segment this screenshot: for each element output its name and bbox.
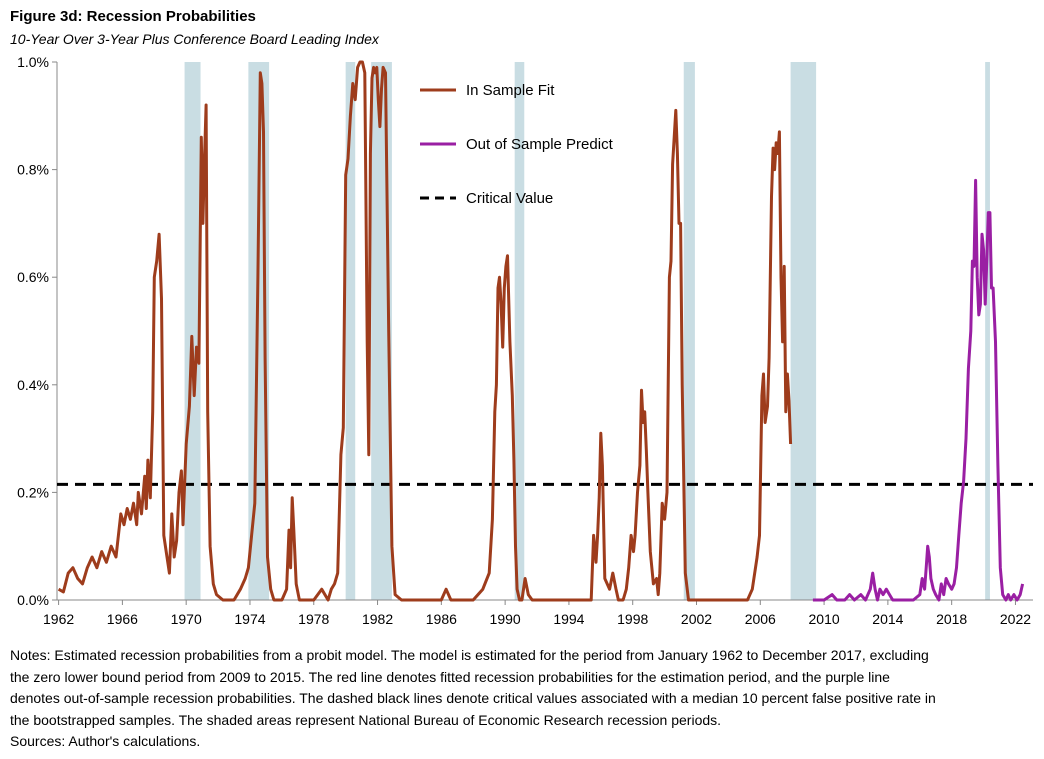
x-tick-label: 2006 [745,611,776,627]
recession-band [790,62,817,600]
x-tick-label: 2022 [1000,611,1031,627]
series-layer [57,60,1025,602]
recession-band [514,62,525,600]
x-tick-label: 1994 [553,611,584,627]
chart-title: Figure 3d: Recession Probabilities [10,8,256,25]
x-tick-label: 1970 [171,611,202,627]
x-tick-label: 1966 [107,611,138,627]
sources-line: Sources: Author's calculations. [10,733,201,749]
y-tick-label: 0.8% [17,162,49,178]
notes-line: Notes: Estimated recession probabilities… [10,647,929,663]
recession-band [184,62,201,600]
recession-shading-layer [184,62,990,600]
notes-line: the zero lower bound period from 2009 to… [10,668,890,685]
y-tick-label: 0.2% [17,484,49,500]
legend-label-critical-value: Critical Value [466,190,553,207]
recession-band [345,62,356,600]
x-tick-label: 1962 [43,611,74,627]
x-tick-label: 1974 [234,611,265,627]
x-tick-label: 1990 [490,611,521,627]
x-tick-label: 2018 [936,611,967,627]
notes-line: denotes out-of-sample recession probabil… [10,690,936,706]
y-tick-label: 0.6% [17,269,49,285]
x-tick-label: 2014 [872,611,903,627]
y-tick-label: 1.0% [17,54,49,70]
x-tick-label: 1982 [362,611,393,627]
legend: In Sample Fit Out of Sample Predict Crit… [420,82,614,207]
recession-probability-chart: 0.0% 0.2% 0.4% 0.6% 0.8% 1.0% 1962 1966 1970 1974… [17,54,1033,627]
axes: 0.0% 0.2% 0.4% 0.6% 0.8% 1.0% 1962 1966 1970 1974… [17,54,1033,627]
legend-label-out-of-sample: Out of Sample Predict [466,136,614,153]
out-of-sample-line [812,178,1025,602]
x-tick-label: 1986 [426,611,457,627]
x-tick-label: 1978 [298,611,329,627]
recession-band [683,62,695,600]
legend-label-in-sample: In Sample Fit [466,82,555,99]
recession-band [985,62,990,600]
notes-line: the bootstrapped samples. The shaded are… [10,711,722,728]
chart-subtitle: 10-Year Over 3-Year Plus Conference Boar… [10,31,379,47]
y-tick-label: 0.0% [17,592,49,608]
x-tick-label: 1998 [617,611,648,627]
in-sample-fit-line [57,60,793,602]
y-tick-label: 0.4% [17,377,49,393]
notes: Notes: Estimated recession probabilities… [10,645,1040,753]
x-tick-label: 2002 [681,611,712,627]
x-tick-label: 2010 [809,611,840,627]
